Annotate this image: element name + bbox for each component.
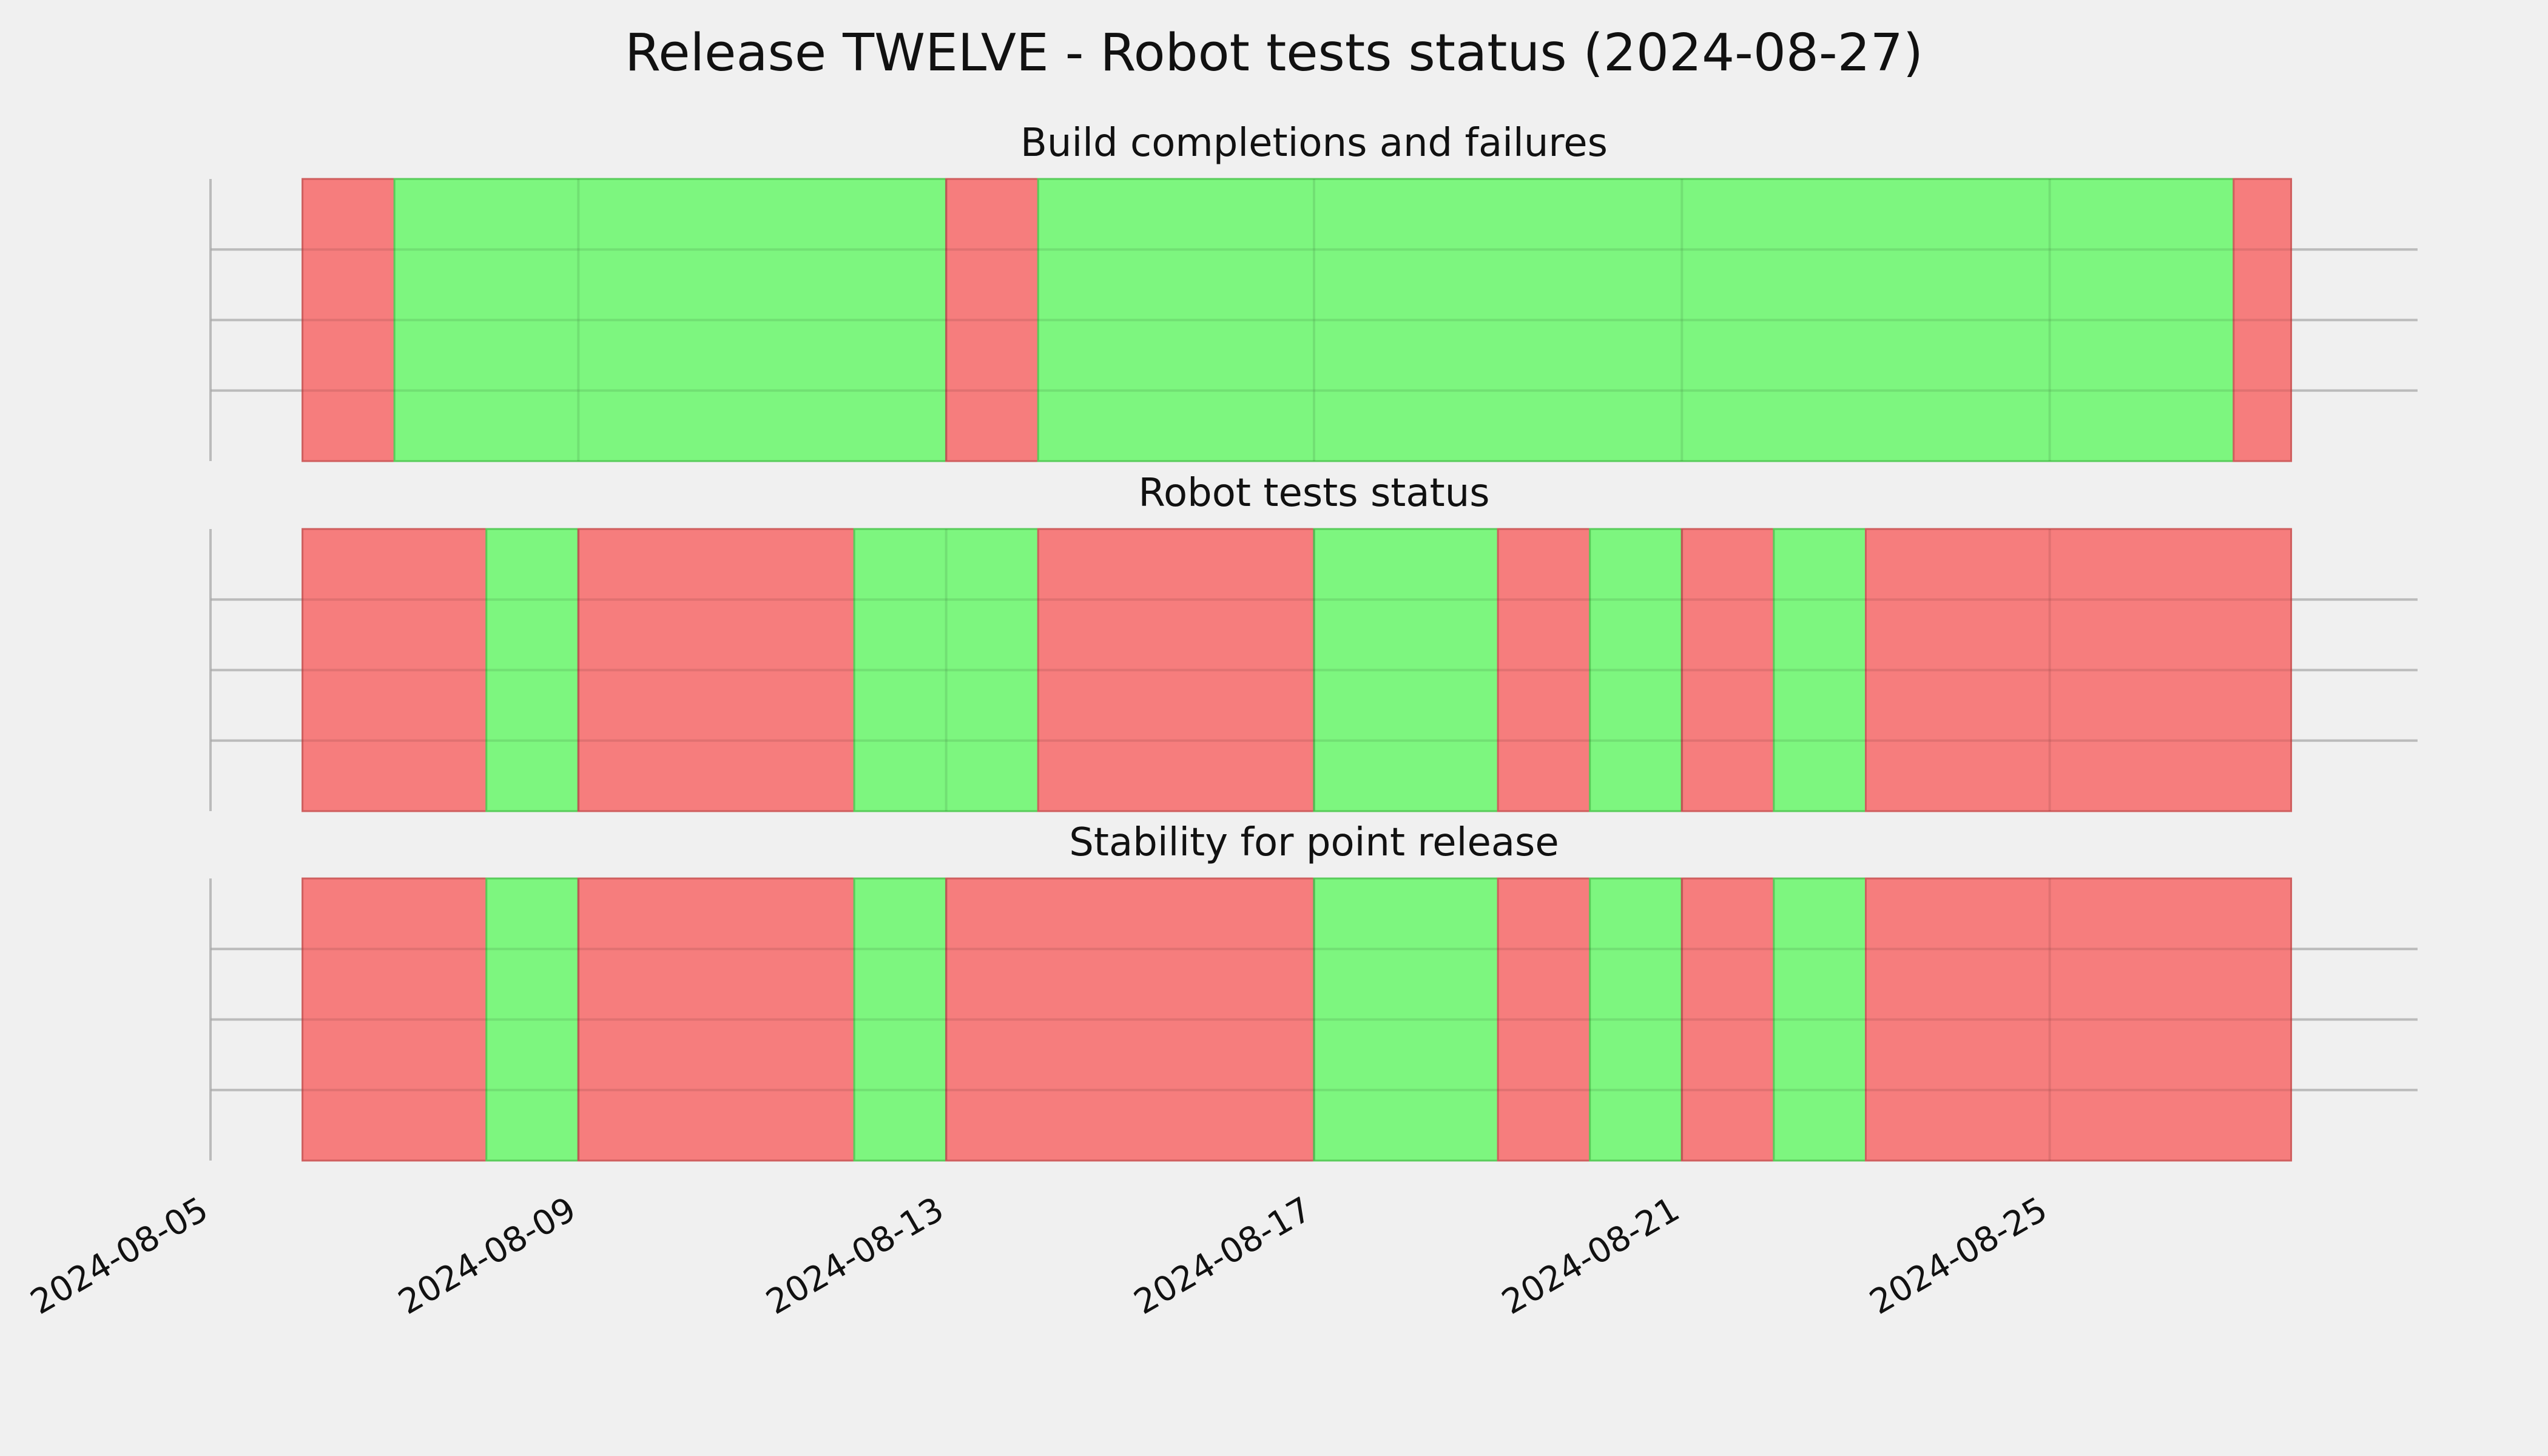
failure-segment	[1037, 528, 1315, 812]
panel-title: Build completions and failures	[1020, 121, 1608, 166]
success-segment	[853, 877, 948, 1162]
success-segment	[1313, 528, 1499, 812]
panel-title: Stability for point release	[1069, 820, 1559, 865]
success-segment	[393, 178, 948, 462]
success-segment	[1589, 877, 1683, 1162]
failure-segment	[302, 528, 488, 812]
success-segment	[853, 528, 1039, 812]
success-segment	[485, 528, 579, 812]
panel-1: Build completions and failures	[209, 121, 2418, 462]
success-segment	[1773, 528, 1867, 812]
success-segment	[1037, 178, 2235, 462]
chart-panels: Build completions and failures Robot test…	[209, 121, 2418, 1162]
success-segment	[1773, 877, 1867, 1162]
chart-title: Release TWELVE - Robot tests status (202…	[625, 23, 1923, 83]
failure-segment	[577, 877, 855, 1162]
failure-segment	[1680, 528, 1775, 812]
success-segment	[1589, 528, 1683, 812]
success-segment	[485, 877, 579, 1162]
failure-segment	[302, 877, 488, 1162]
failure-segment	[945, 178, 1039, 462]
panel-title: Robot tests status	[1138, 471, 1489, 516]
failure-segment	[1865, 528, 2293, 812]
failure-segment	[1497, 877, 1591, 1162]
failure-segment	[1865, 877, 2293, 1162]
panel-3: Stability for point release	[209, 820, 2418, 1162]
failure-segment	[577, 528, 855, 812]
failure-segment	[302, 178, 396, 462]
panel-2: Robot tests status	[209, 471, 2418, 812]
failure-segment	[2233, 178, 2293, 462]
failure-segment	[945, 877, 1315, 1162]
